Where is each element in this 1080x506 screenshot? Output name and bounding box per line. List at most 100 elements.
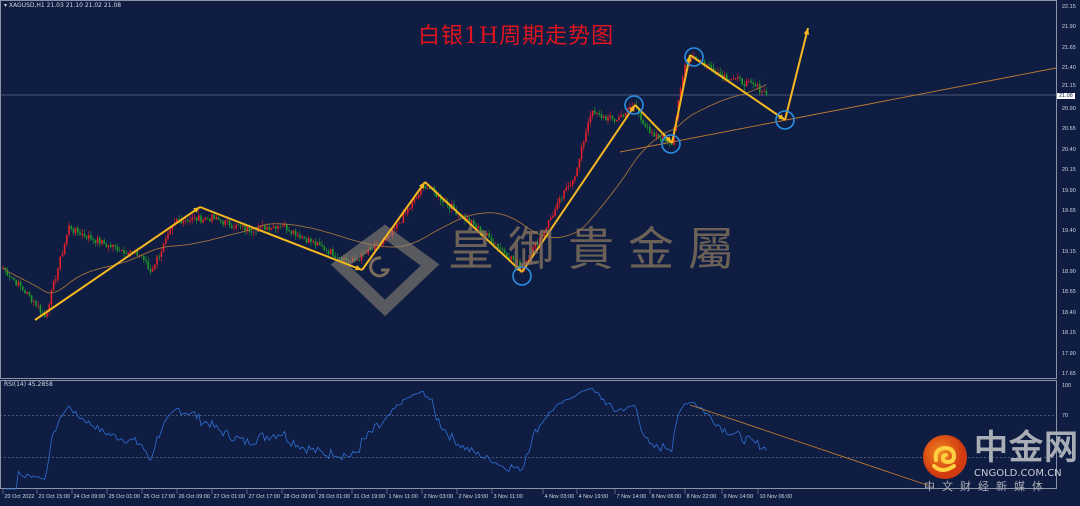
candle-body [466, 218, 468, 221]
candle-body [585, 131, 587, 142]
candle-body [396, 223, 398, 229]
candle-body [193, 217, 196, 218]
candle-body [618, 116, 620, 121]
candle-body [479, 226, 482, 234]
candle-body [301, 236, 303, 239]
candle-body [600, 114, 603, 119]
x-tick-label: 31 Oct 19:00 [353, 494, 386, 500]
candle-body [374, 244, 376, 250]
candle-body [129, 250, 132, 253]
candle-body [217, 216, 220, 220]
candle-body [653, 132, 655, 137]
y-tick-label: 18.65 [1062, 289, 1076, 296]
candle-body [649, 127, 651, 133]
candle-body [651, 132, 653, 134]
x-tick-label: 26 Oct 09:00 [178, 494, 211, 500]
watermark-logo-letter-icon [369, 256, 391, 278]
candle-body [191, 217, 193, 221]
candle-body [409, 207, 411, 210]
candle-body [620, 115, 622, 117]
candle-body [248, 227, 251, 232]
candle-body [15, 279, 17, 286]
x-tick-label: 25 Oct 17:00 [143, 494, 176, 500]
x-tick-label: 8 Nov 06:00 [651, 494, 682, 500]
candle-body [360, 253, 363, 261]
y-tick-label: 21.65 [1062, 44, 1076, 51]
candle-body [112, 245, 114, 248]
candle-body [442, 200, 444, 203]
candle-body [118, 250, 121, 252]
highlight-circle [512, 266, 532, 286]
candle-body [750, 80, 752, 83]
candle-body [609, 115, 611, 117]
candle-body [178, 219, 180, 220]
candle-body [30, 295, 33, 302]
candle-body [556, 203, 559, 209]
candle-body [6, 269, 9, 276]
candle-body [154, 264, 156, 269]
candle-body [765, 90, 768, 95]
x-tick-label: 29 Oct 01:00 [318, 494, 351, 500]
arrow-head-icon [193, 207, 200, 213]
candle-body [140, 255, 143, 257]
candle-body [160, 251, 163, 257]
candle-body [116, 246, 119, 251]
candle-body [684, 64, 686, 78]
y-tick-label: 19.15 [1062, 248, 1076, 255]
candle-body [411, 202, 413, 208]
candle-body [222, 221, 224, 225]
candle-body [464, 215, 466, 221]
candle-body [495, 243, 497, 245]
candle-body [209, 218, 211, 222]
candle-body [211, 214, 213, 222]
candle-body [561, 198, 563, 200]
candle-body [70, 225, 72, 229]
candle-body [554, 208, 556, 216]
candle-body [616, 120, 618, 122]
y-tick-label: 20.65 [1062, 126, 1076, 133]
candle-body [200, 215, 202, 223]
candle-body [46, 311, 48, 317]
annotation-title: 白银1H周期走势图 [418, 24, 615, 49]
y-tick-label: 19.65 [1062, 207, 1076, 214]
candle-body [380, 243, 383, 246]
candle-body [275, 226, 277, 229]
candle-body [316, 242, 319, 246]
candle-body [745, 81, 748, 87]
rsi-tick-label: 70 [1062, 412, 1069, 419]
arrow-head-icon [803, 28, 810, 35]
candle-body [435, 191, 438, 197]
candle-body [514, 260, 517, 262]
candle-body [220, 219, 222, 222]
arrow-head-icon [665, 136, 672, 143]
arrow-head-icon [355, 265, 362, 271]
candle-body [567, 186, 570, 188]
candle-body [81, 233, 83, 236]
candle-body [323, 246, 325, 251]
arrow-head-icon [629, 105, 635, 112]
candle-body [94, 240, 97, 244]
candle-body [497, 243, 499, 248]
candle-body [88, 235, 90, 239]
candle-body [732, 79, 735, 80]
candle-body [327, 250, 330, 254]
candle-body [473, 220, 475, 225]
arrow-head-icon [686, 55, 692, 62]
candle-body [264, 224, 266, 230]
candle-body [578, 158, 581, 168]
candle-body [151, 268, 154, 272]
candle-body [644, 123, 647, 127]
candle-body [664, 136, 666, 141]
candle-body [365, 253, 367, 255]
candle-body [569, 184, 572, 187]
candle-body [52, 281, 55, 290]
candle-body [147, 261, 149, 269]
candle-body [358, 259, 361, 261]
trend-arrow-line [784, 27, 809, 121]
candle-body [754, 84, 757, 87]
candle-body [242, 225, 244, 227]
arrow-head-icon [515, 265, 522, 272]
candle-body [145, 259, 147, 262]
candle-body [83, 233, 86, 237]
candle-body [622, 115, 625, 117]
